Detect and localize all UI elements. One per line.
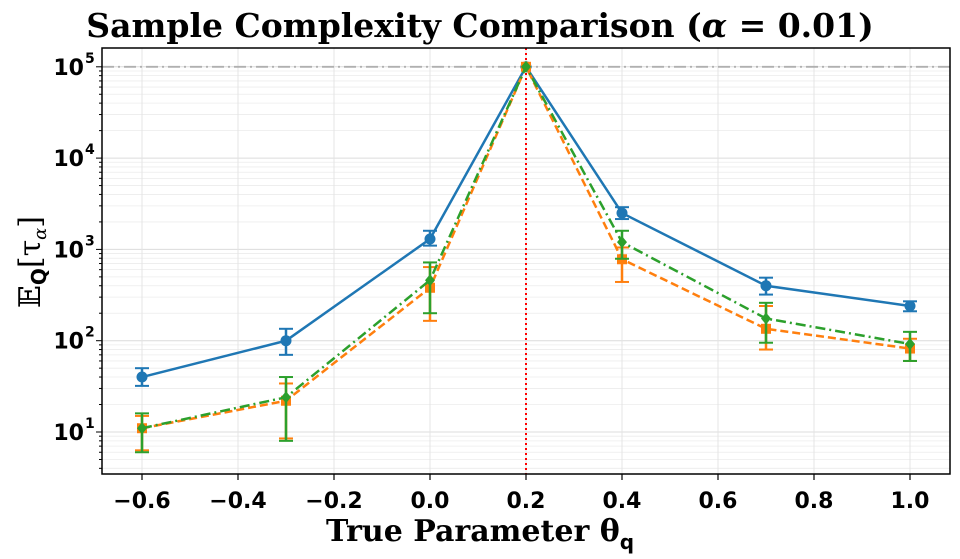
data-point bbox=[761, 312, 771, 325]
data-point bbox=[905, 338, 915, 351]
y-tick-exponent: 5 bbox=[85, 51, 95, 67]
data-point bbox=[280, 335, 292, 347]
x-tick-label: 1.0 bbox=[891, 489, 930, 514]
data-point bbox=[137, 422, 147, 435]
x-tick-label: −0.4 bbox=[209, 489, 266, 514]
y-tick-label: 10 bbox=[53, 421, 84, 446]
data-point bbox=[424, 233, 436, 245]
data-point bbox=[617, 236, 627, 249]
y-tick-exponent: 2 bbox=[85, 325, 95, 341]
y-tick-exponent: 1 bbox=[85, 416, 95, 432]
x-tick-label: −0.2 bbox=[305, 489, 362, 514]
x-tick-label: 0.8 bbox=[795, 489, 834, 514]
y-tick-label: 10 bbox=[53, 147, 84, 172]
data-point bbox=[521, 60, 531, 73]
y-tick-label: 10 bbox=[53, 56, 84, 81]
data-point bbox=[136, 371, 148, 383]
y-tick-label: 10 bbox=[53, 238, 84, 263]
series-green bbox=[135, 60, 917, 454]
y-axis-label: 𝔼Q[τα] bbox=[13, 216, 51, 308]
data-point bbox=[281, 391, 291, 404]
y-tick-label: 10 bbox=[53, 330, 84, 355]
data-point bbox=[760, 280, 772, 292]
y-tick-exponent: 4 bbox=[85, 142, 95, 158]
axes-ticks: −0.6 −0.4 −0.2 0.0 0.2 0.4 0.6 0.8 1.010 110 210 31… bbox=[53, 51, 929, 514]
y-tick-exponent: 3 bbox=[85, 233, 95, 249]
x-tick-label: 0.6 bbox=[699, 489, 738, 514]
data-point bbox=[425, 274, 435, 287]
data-point bbox=[904, 300, 916, 312]
x-tick-label: 0.4 bbox=[603, 489, 642, 514]
chart-title: Sample Complexity Comparison (α = 0.01) bbox=[86, 6, 873, 45]
x-tick-label: −0.6 bbox=[113, 489, 170, 514]
svg-text:𝔼Q[τα]: 𝔼Q[τα] bbox=[13, 216, 51, 308]
x-axis-label: True Parameter θq bbox=[326, 514, 634, 554]
x-tick-label: 0.2 bbox=[507, 489, 546, 514]
x-tick-label: 0.0 bbox=[411, 489, 450, 514]
data-series bbox=[135, 60, 917, 454]
data-point bbox=[616, 207, 628, 219]
